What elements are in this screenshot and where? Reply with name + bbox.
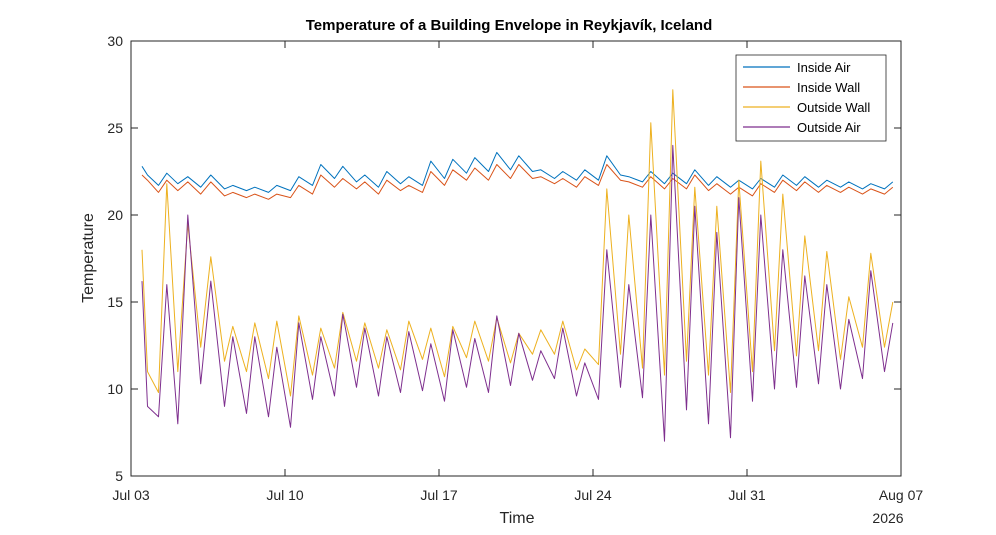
series-line-inside-wall	[141, 164, 894, 200]
x-tick-label: Aug 07	[879, 487, 924, 503]
x-axis: Jul 03 Jul 10 Jul 17 Jul 24 Jul 31 Aug 07	[112, 41, 923, 503]
y-axis-title: Temperature	[80, 213, 97, 303]
y-tick-label: 20	[107, 207, 123, 223]
legend-label-outside-air: Outside Air	[797, 120, 861, 135]
series-layer	[141, 89, 894, 442]
y-tick-label: 15	[107, 294, 123, 310]
series-line-outside-air	[141, 144, 894, 442]
year-label: 2026	[872, 510, 903, 526]
y-tick-label: 5	[115, 468, 123, 484]
x-axis-title: Time	[500, 510, 535, 527]
y-tick-label: 30	[107, 33, 123, 49]
x-tick-label: Jul 31	[728, 487, 766, 503]
y-tick-label: 25	[107, 120, 123, 136]
legend-label-inside-wall: Inside Wall	[797, 80, 860, 95]
x-tick-label: Jul 24	[574, 487, 612, 503]
series-line-inside-air	[141, 151, 894, 193]
series-line-outside-wall	[141, 89, 894, 397]
x-tick-label: Jul 03	[112, 487, 150, 503]
x-tick-label: Jul 17	[420, 487, 458, 503]
x-tick-label: Jul 10	[266, 487, 304, 503]
plot-box	[130, 40, 902, 477]
legend: Inside Air Inside Wall Outside Wall Outside…	[735, 54, 887, 142]
y-axis: 5 10 15 20 25 30	[107, 33, 901, 484]
y-tick-label: 10	[107, 381, 123, 397]
legend-label-outside-wall: Outside Wall	[797, 100, 870, 115]
chart-title: Temperature of a Building Envelope in Re…	[306, 17, 713, 34]
legend-label-inside-air: Inside Air	[797, 60, 851, 75]
